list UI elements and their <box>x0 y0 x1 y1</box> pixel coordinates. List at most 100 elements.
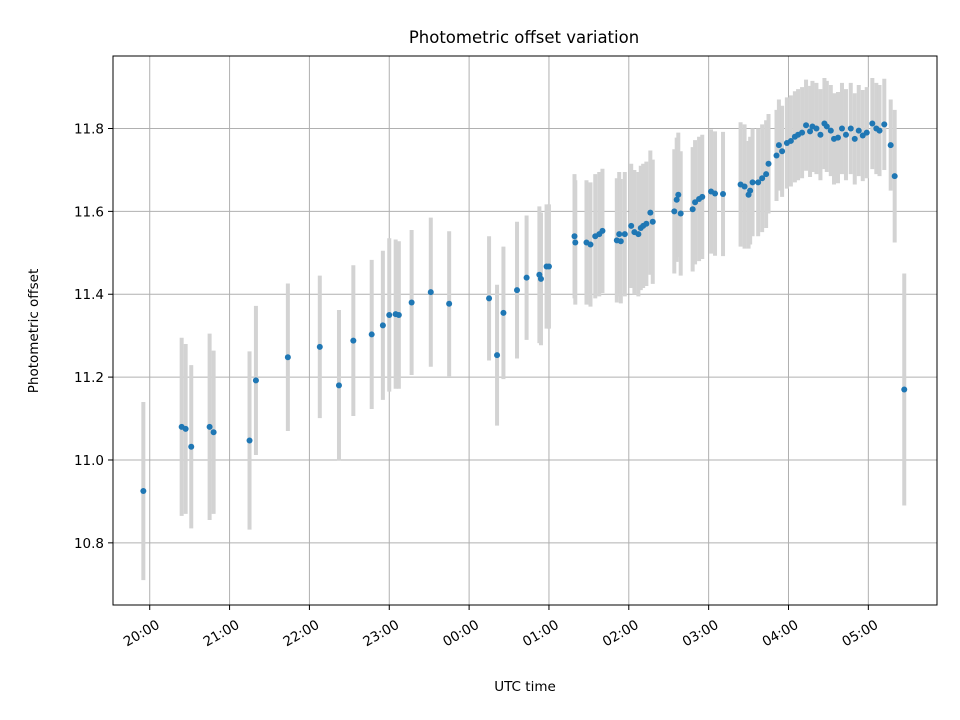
data-point <box>847 125 854 132</box>
data-point <box>773 152 780 159</box>
x-tick-label: 20:00 <box>121 617 163 650</box>
y-tick-label: 11.0 <box>74 453 104 469</box>
data-point <box>838 125 845 132</box>
data-point <box>316 343 323 350</box>
data-point <box>500 309 507 316</box>
data-point <box>206 423 213 430</box>
data-point <box>901 386 908 393</box>
data-point <box>779 148 786 155</box>
data-point <box>628 222 635 229</box>
data-point <box>813 125 820 132</box>
data-point <box>523 274 530 281</box>
plot-frame <box>112 55 938 606</box>
data-point <box>486 295 493 302</box>
data-point <box>446 300 453 307</box>
data-point <box>763 171 770 178</box>
data-point <box>799 129 806 136</box>
data-point <box>537 275 544 282</box>
data-point <box>855 127 862 134</box>
data-point <box>545 263 552 270</box>
data-point <box>673 196 680 203</box>
data-point <box>252 377 259 384</box>
data-point <box>284 354 291 361</box>
data-point <box>395 311 402 318</box>
data-point <box>617 238 624 245</box>
data-point <box>807 128 814 135</box>
data-point <box>182 425 189 432</box>
data-point <box>775 142 782 149</box>
x-axis-label: UTC time <box>494 679 556 695</box>
x-tick-label: 04:00 <box>760 617 802 650</box>
data-point <box>621 231 628 238</box>
data-point <box>671 208 678 215</box>
x-tick-label: 23:00 <box>360 617 402 650</box>
data-point <box>188 443 195 450</box>
data-point <box>887 142 894 149</box>
data-point <box>616 231 623 238</box>
data-point <box>572 239 579 246</box>
y-tick-label: 11.6 <box>74 204 104 220</box>
data-point <box>851 135 858 142</box>
x-tick-label: 05:00 <box>839 617 881 650</box>
data-point <box>869 120 876 127</box>
data-point <box>649 218 656 225</box>
data-point <box>514 287 521 294</box>
data-point <box>675 191 682 198</box>
data-point <box>712 190 719 197</box>
x-tick-label: 21:00 <box>201 617 243 650</box>
data-point <box>408 299 415 306</box>
y-tick-label: 11.2 <box>74 370 104 386</box>
data-point <box>587 241 594 248</box>
data-point <box>876 127 883 134</box>
data-point <box>368 331 375 338</box>
data-point <box>759 175 766 182</box>
data-point <box>386 311 393 318</box>
data-point <box>765 160 772 167</box>
data-point <box>803 122 810 129</box>
x-tick-label: 00:00 <box>440 617 482 650</box>
data-point <box>842 131 849 138</box>
data-point <box>427 289 434 296</box>
data-point <box>817 131 824 138</box>
data-point <box>787 137 794 144</box>
data-point <box>834 134 841 141</box>
data-points <box>140 120 908 495</box>
data-point <box>677 210 684 217</box>
y-axis-label: Photometric offset <box>26 269 42 393</box>
data-point <box>827 127 834 134</box>
x-tick-label: 02:00 <box>600 617 642 650</box>
data-point <box>755 179 762 186</box>
data-point <box>571 233 578 240</box>
data-point <box>335 382 342 389</box>
data-point <box>891 173 898 180</box>
data-point <box>643 220 650 227</box>
data-point <box>635 231 642 238</box>
data-point <box>140 488 147 495</box>
data-point <box>689 206 696 213</box>
data-point <box>647 209 654 216</box>
data-point <box>210 429 217 436</box>
y-tick-label: 10.8 <box>74 536 104 552</box>
data-point <box>863 129 870 136</box>
data-point <box>749 179 756 186</box>
data-point <box>741 183 748 190</box>
data-point <box>692 199 699 206</box>
data-point <box>699 193 706 200</box>
x-tick-label: 01:00 <box>520 617 562 650</box>
data-point <box>379 322 386 329</box>
data-point <box>350 337 357 344</box>
x-tick-label: 03:00 <box>680 617 722 650</box>
data-point <box>494 352 501 359</box>
data-point <box>747 187 754 194</box>
x-tick-label: 22:00 <box>281 617 323 650</box>
data-point <box>599 227 606 234</box>
error-bars <box>141 77 907 581</box>
data-point <box>720 190 727 197</box>
data-point <box>246 437 253 444</box>
data-point <box>881 121 888 128</box>
y-tick-label: 11.8 <box>74 122 104 138</box>
chart-title: Photometric offset variation <box>409 28 639 47</box>
data-point <box>823 123 830 130</box>
y-tick-label: 11.4 <box>74 287 104 303</box>
